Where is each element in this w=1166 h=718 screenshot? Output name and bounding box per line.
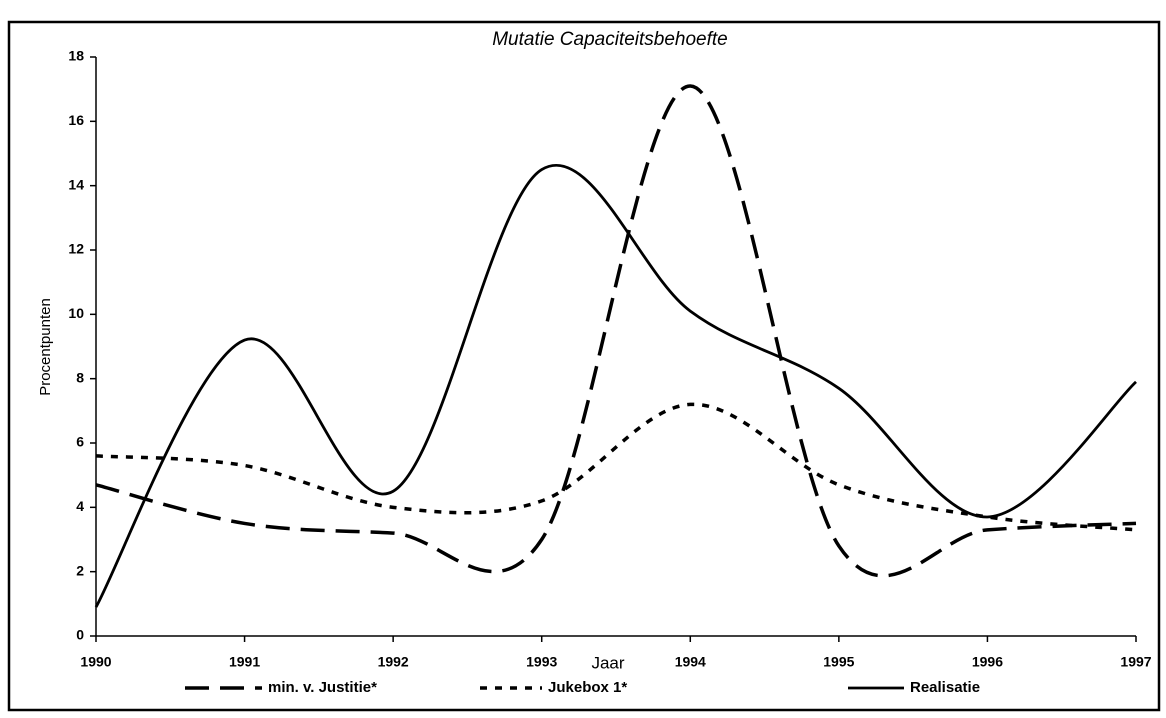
legend-label: Realisatie <box>910 679 980 696</box>
y-tick-label: 6 <box>76 434 84 450</box>
x-tick-label: 1996 <box>972 654 1003 670</box>
series-line <box>95 402 1137 532</box>
x-tick-label: 1990 <box>80 654 111 670</box>
y-tick-label: 2 <box>76 562 84 578</box>
legend-label: min. v. Justitie* <box>268 679 377 696</box>
y-tick-label: 10 <box>68 305 84 321</box>
legend-label: Jukebox 1* <box>548 679 627 696</box>
series-line <box>94 164 1137 608</box>
x-tick-label: 1991 <box>229 654 260 670</box>
x-tick-label: 1994 <box>675 654 706 670</box>
series-line <box>95 84 1137 578</box>
y-tick-label: 4 <box>76 498 84 514</box>
y-tick-label: 8 <box>76 369 84 385</box>
x-axis-label: Jaar <box>591 653 624 672</box>
y-tick-label: 12 <box>68 241 84 257</box>
y-tick-label: 16 <box>68 112 84 128</box>
chart-title: Mutatie Capaciteitsbehoefte <box>492 29 728 50</box>
x-tick-label: 1993 <box>526 654 557 670</box>
x-tick-label: 1992 <box>378 654 409 670</box>
x-tick-label: 1995 <box>823 654 854 670</box>
chart-border <box>7 20 1161 712</box>
y-tick-label: 18 <box>68 48 84 64</box>
x-tick-label: 1997 <box>1120 654 1151 670</box>
y-tick-label: 0 <box>76 627 84 643</box>
y-tick-label: 14 <box>68 176 84 192</box>
y-axis-label: Procentpunten <box>37 298 54 396</box>
